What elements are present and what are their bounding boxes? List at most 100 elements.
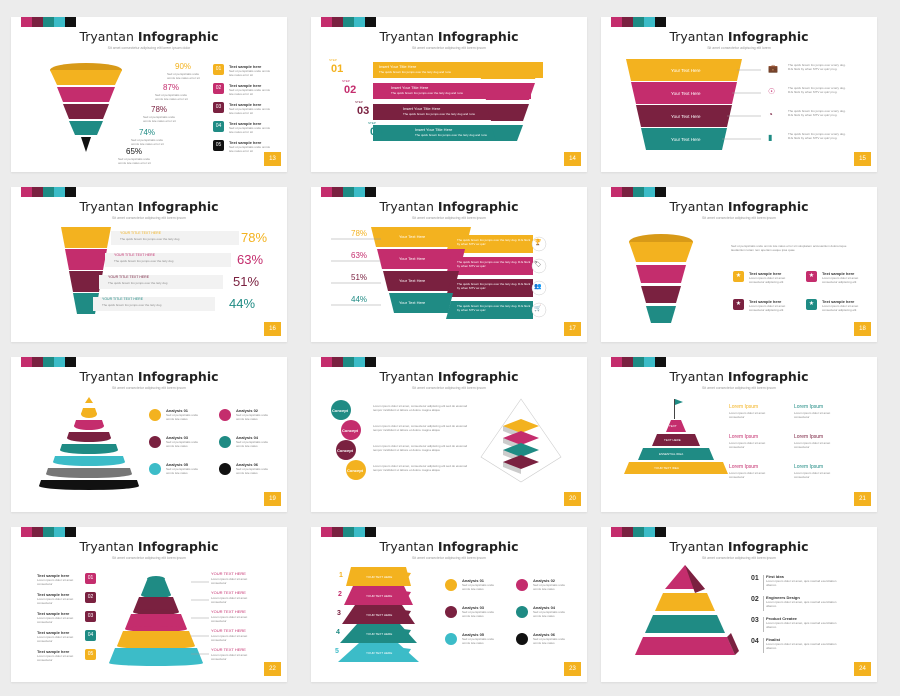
analysis-desc: Sed ut perspiciatis unde omnis iste natu… xyxy=(166,467,199,475)
column-heading: Lorem Ipsum xyxy=(794,404,824,410)
trophy-icon: 🏆 xyxy=(534,240,542,246)
column-desc: Lorem ipsum dolor sit amet consectetur xyxy=(794,411,831,419)
analysis-icon xyxy=(149,436,161,448)
column-heading: Lorem Ipsum xyxy=(729,434,759,440)
slide-thumbnail[interactable]: Tryantan Infographic Sit amet consectetur… xyxy=(311,357,587,512)
step-number: 4 xyxy=(336,629,340,636)
step-head: Insert Your Title Here xyxy=(391,85,429,90)
icon-slot xyxy=(767,64,779,76)
infographic-art xyxy=(109,576,209,666)
pyramid-layer xyxy=(74,420,104,426)
infographic-art xyxy=(624,399,728,474)
slide-subtitle: Sit amet consectetur adipiscing elit lor… xyxy=(702,216,776,220)
stripe xyxy=(365,187,376,197)
stripe xyxy=(65,527,76,537)
stripe xyxy=(65,17,76,27)
slide-title: Tryantan Infographic xyxy=(379,369,519,384)
slide-subtitle: Sit amet consectetur adipiscing elit lor… xyxy=(112,556,186,560)
concept-label: Concept xyxy=(332,408,348,413)
stripe xyxy=(354,17,365,27)
concept-bubble xyxy=(346,460,366,480)
divider xyxy=(763,596,764,611)
slide-thumbnail[interactable]: Tryantan Infographic Sit amet consectetur… xyxy=(11,17,287,172)
pyramid-side xyxy=(727,633,739,655)
step-desc: Lorem ipsum dolor sit amet, quis nostrud… xyxy=(766,600,837,608)
step-desc: Lorem ipsum dolor sit amet, quis nostrud… xyxy=(766,642,837,650)
layer-fold xyxy=(377,569,411,586)
slide-thumbnail[interactable]: Tryantan Infographic Sit amet consectetur… xyxy=(601,527,877,682)
slide-thumbnail[interactable]: Tryantan Infographic Sit amet consectetur… xyxy=(601,17,877,172)
slide-thumbnail[interactable]: Tryantan Infographic Sit amet consectetur… xyxy=(601,357,877,512)
analysis-icon xyxy=(445,633,457,645)
analysis-icon xyxy=(149,463,161,475)
color-stripes xyxy=(321,187,376,197)
percent-desc: Sed ut perspiciatis unde omnis iste natu… xyxy=(155,93,188,101)
percent-desc: Sed ut perspiciatis unde omnis iste natu… xyxy=(143,115,176,123)
cone-layer xyxy=(133,597,179,612)
step-number: 01 xyxy=(331,63,344,75)
icon-slot xyxy=(767,87,779,99)
stack-layer xyxy=(503,455,539,469)
analysis-icon xyxy=(516,633,528,645)
funnel-layer xyxy=(481,83,535,100)
concept-desc: Lorem ipsum dolor sit amet, consectetur … xyxy=(373,444,468,452)
slide-thumbnail[interactable]: Tryantan Infographic Sit amet consectetur… xyxy=(11,187,287,342)
funnel-layer xyxy=(61,227,111,248)
step-number: 3 xyxy=(337,610,341,617)
funnel-layer xyxy=(371,227,471,247)
infographic-art xyxy=(50,63,122,152)
analysis-title: Analysis 06 xyxy=(236,462,259,467)
pyramid-layer xyxy=(624,462,728,474)
funnel-layer xyxy=(377,249,465,269)
funnel-tip xyxy=(81,137,91,152)
percent-label: 65% xyxy=(126,147,143,156)
item-desc: Lorem ipsum dolor sit amet consectetur a… xyxy=(749,276,786,284)
stripe xyxy=(611,187,622,197)
stripe xyxy=(611,17,622,27)
concept-label: Concept xyxy=(342,428,358,433)
stripe xyxy=(43,357,54,367)
step-badge: 01 xyxy=(85,573,96,584)
stripe xyxy=(644,17,655,27)
slide-thumbnail[interactable]: Tryantan Infographic Sit amet consectetur… xyxy=(311,527,587,682)
right-item-title: YOUR TEXT HERE xyxy=(211,590,246,595)
pyramid-layer xyxy=(46,468,132,474)
slide-thumbnail[interactable]: Tryantan Infographic Sit amet consectetur… xyxy=(601,187,877,342)
step-label: Text sample here xyxy=(229,83,262,88)
analysis-title: Analysis 05 xyxy=(462,632,485,637)
analysis-desc: Sed ut perspiciatis unde omnis iste natu… xyxy=(236,440,269,448)
card-desc: The quick brown fox jumps over the lazy … xyxy=(114,259,174,263)
analysis-title: Analysis 06 xyxy=(533,632,556,637)
item-desc: Lorem ipsum dolor sit amet consectetur a… xyxy=(822,304,859,312)
item-desc: Lorem ipsum dolor sit amet consectetur a… xyxy=(822,276,859,284)
step-desc: Sed ut perspiciatis unde omnis iste natu… xyxy=(229,126,270,134)
stripe xyxy=(365,527,376,537)
slide-thumbnail[interactable]: Tryantan Infographic Sit amet consectetur… xyxy=(311,17,587,172)
color-stripes xyxy=(611,527,666,537)
percent-label: 78% xyxy=(151,105,168,114)
slide-thumbnail[interactable]: Tryantan Infographic Sit amet consectetur… xyxy=(11,527,287,682)
page-number: 23 xyxy=(564,662,581,676)
analysis-icon xyxy=(445,579,457,591)
funnel-layer xyxy=(50,70,122,85)
stripe xyxy=(611,527,622,537)
stripe xyxy=(321,357,332,367)
slide-subtitle: Sit amet consectetur adipiscing elit lor… xyxy=(112,386,186,390)
stripe xyxy=(321,527,332,537)
analysis-desc: Sed ut perspiciatis unde omnis iste natu… xyxy=(462,637,495,645)
slide-thumbnail[interactable]: Tryantan Infographic Sit amet consectetur… xyxy=(311,187,587,342)
stripe xyxy=(611,357,622,367)
column-desc: Lorem ipsum dolor sit amet consectetur xyxy=(729,441,766,449)
left-item-desc: Lorem ipsum dolor sit amet consectetur xyxy=(37,616,74,624)
step-desc: The quick brown fox jumps over the lazy … xyxy=(391,91,463,95)
slide-thumbnail[interactable]: Tryantan Infographic Sit amet consectetur… xyxy=(11,357,287,512)
layer-label: YOUR TEXT HERE xyxy=(366,594,393,598)
funnel-layer xyxy=(641,286,681,303)
stripe xyxy=(622,527,633,537)
step-number: 02 xyxy=(751,596,759,603)
cone-layer xyxy=(117,643,195,649)
page-number: 13 xyxy=(264,152,281,166)
percent-label: 63% xyxy=(237,252,264,267)
tag-icon: 🏷 xyxy=(534,262,542,268)
stripe xyxy=(321,187,332,197)
